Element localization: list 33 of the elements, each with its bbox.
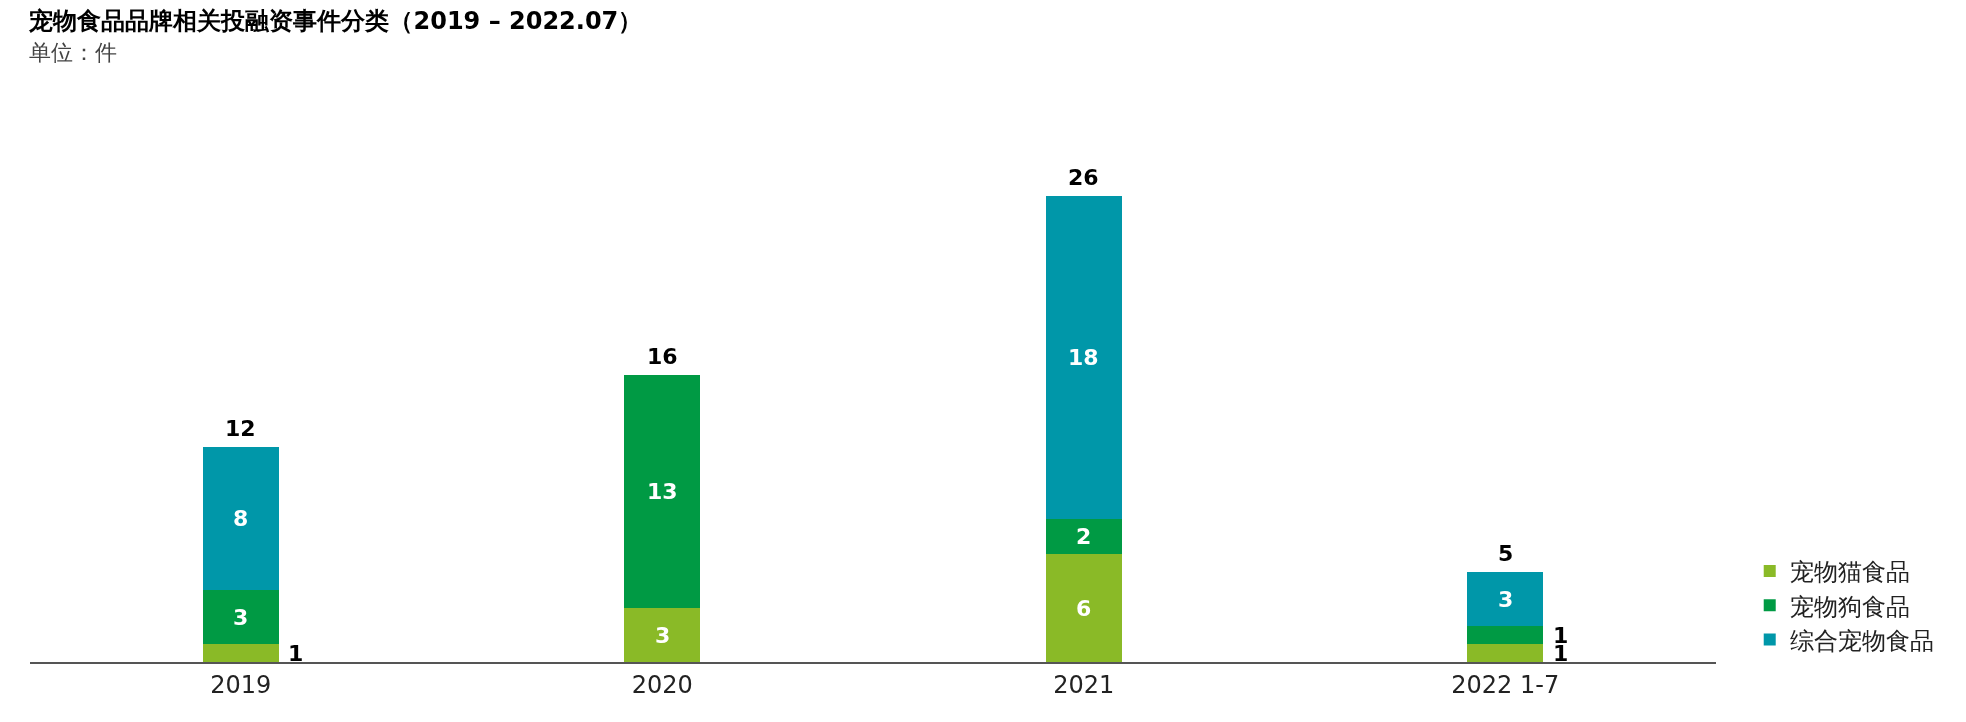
- data-label: 3: [1498, 587, 1514, 612]
- data-label: 3: [233, 605, 249, 630]
- chart-subtitle: 单位：件: [29, 40, 118, 66]
- bar: [624, 608, 701, 662]
- x-tick-label: 2020: [631, 670, 693, 699]
- bar: [1467, 644, 1544, 662]
- legend-label: 宠物狗食品: [1789, 592, 1910, 621]
- data-label: 13: [647, 479, 678, 504]
- data-label: 2: [1076, 524, 1092, 549]
- bar: [1045, 518, 1122, 555]
- data-label: 6: [1076, 596, 1092, 621]
- bar: [1045, 554, 1122, 662]
- x-tick-label: 2019: [210, 670, 272, 699]
- data-label: 8: [233, 506, 249, 531]
- total-label: 5: [1498, 541, 1514, 566]
- legend-label: 宠物猫食品: [1789, 558, 1910, 587]
- data-label: 3: [655, 623, 671, 648]
- x-tick-label: 2022 1-7: [1451, 670, 1560, 699]
- data-label: 18: [1068, 345, 1099, 370]
- total-label: 26: [1068, 165, 1099, 190]
- bar: [1045, 195, 1122, 519]
- bar: [1467, 626, 1544, 645]
- bar: [202, 446, 279, 591]
- bar: [624, 375, 701, 609]
- total-label: 16: [647, 344, 678, 369]
- bar: [1467, 572, 1544, 627]
- chart-title: 宠物食品品牌相关投融资事件分类（2019 – 2022.07）: [28, 6, 643, 35]
- bar: [202, 590, 279, 645]
- bar: [202, 644, 279, 662]
- x-tick-label: 2021: [1053, 670, 1115, 699]
- legend-label: 综合宠物食品: [1789, 626, 1934, 655]
- total-label: 12: [225, 416, 256, 441]
- data-label: 1: [288, 641, 304, 666]
